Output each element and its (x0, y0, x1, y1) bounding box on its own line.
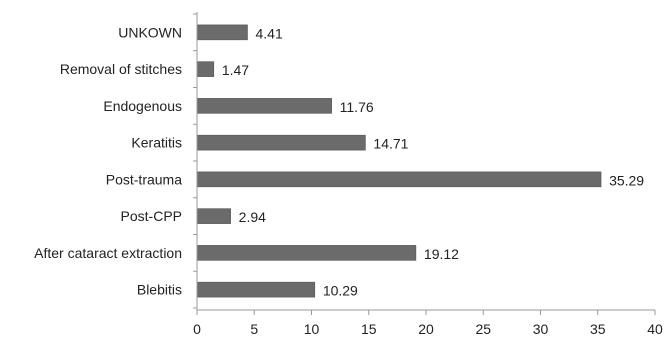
x-tick-label-0: 0 (193, 321, 201, 337)
x-tick-label-10: 10 (304, 321, 320, 337)
bar-after-cataract-extraction (196, 245, 417, 261)
category-label-keratitis: Keratitis (131, 135, 182, 151)
data-label-unkown: 4.41 (255, 25, 282, 41)
x-tick-label-20: 20 (418, 321, 434, 337)
category-label-removal-of-stitches: Removal of stitches (60, 61, 182, 77)
bar-unkown (196, 24, 248, 41)
bars-layer (196, 24, 602, 298)
bar-endogenous (196, 98, 332, 114)
category-label-post-trauma: Post-trauma (106, 171, 182, 187)
bar-removal-of-stitches (196, 61, 215, 77)
category-label-unkown: UNKOWN (118, 24, 182, 40)
data-labels: 4.41 1.47 11.76 14.71 35.29 2.94 19.12 10.29 (222, 25, 644, 298)
data-label-blebitis: 10.29 (323, 283, 358, 299)
data-label-post-trauma: 35.29 (609, 172, 644, 188)
axes (196, 12, 655, 311)
x-tick-label-5: 5 (250, 321, 258, 337)
bar-blebitis (196, 281, 316, 298)
x-tick-label-15: 15 (361, 321, 377, 337)
data-label-after-cataract-extraction: 19.12 (424, 246, 459, 262)
data-label-endogenous: 11.76 (340, 99, 374, 115)
category-label-after-cataract-extraction: After cataract extraction (34, 245, 182, 261)
category-label-post-cpp: Post-CPP (121, 208, 182, 224)
data-label-post-cpp: 2.94 (239, 209, 266, 225)
bar-keratitis (196, 134, 366, 151)
bar-post-trauma (196, 171, 602, 188)
x-tick-label-40: 40 (647, 321, 663, 337)
category-label-blebitis: Blebitis (137, 282, 182, 298)
x-axis-ticks: 0 5 10 15 20 25 30 35 40 (193, 13, 663, 337)
data-label-keratitis: 14.71 (373, 136, 408, 152)
x-tick-label-30: 30 (533, 321, 549, 337)
category-label-endogenous: Endogenous (103, 98, 182, 114)
bar-post-cpp (196, 208, 231, 224)
category-labels: UNKOWN Removal of stitches Endogenous Kerat… (34, 24, 182, 297)
data-label-removal-of-stitches: 1.47 (222, 62, 249, 78)
x-tick-label-25: 25 (475, 321, 491, 337)
x-tick-label-35: 35 (590, 321, 606, 337)
